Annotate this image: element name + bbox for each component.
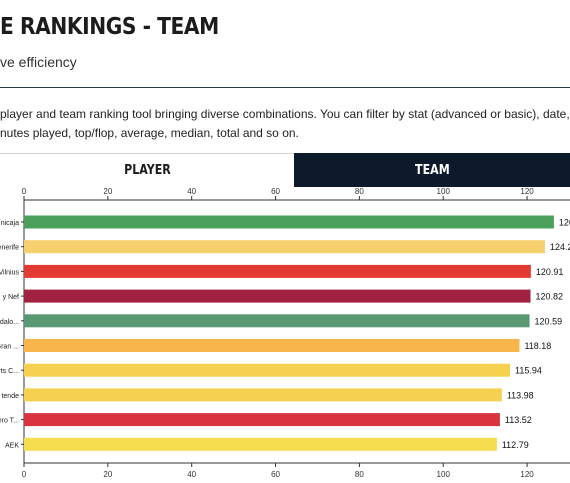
bar-value-label: 120.91 <box>536 267 564 277</box>
bar <box>24 264 531 278</box>
x-axis-top: 0 20 40 60 80 100 120 <box>22 187 570 201</box>
x-tick-label-bottom: 120 <box>520 470 534 479</box>
bar-value-label: 120.59 <box>535 316 563 326</box>
bar-value-label: 120.82 <box>536 292 564 302</box>
bars-group: nicaja 126. enerife 124.27 Vilnius 120.91 y Ne… <box>0 200 570 463</box>
category-label: tende <box>1 393 19 400</box>
category-label: enerife <box>0 245 19 252</box>
x-tick-label-top: 40 <box>187 187 196 196</box>
x-tick-label-top: 100 <box>437 187 451 196</box>
x-tick-label-bottom: 20 <box>103 470 112 479</box>
bar-value-label: 112.79 <box>502 440 529 450</box>
bar <box>24 289 531 303</box>
header-divider <box>0 87 570 88</box>
intro-text-line-2: nutes played, top/flop, average, median,… <box>0 126 299 140</box>
ranking-tabs: PLAYER TEAM <box>0 153 570 187</box>
x-tick-label-top: 20 <box>103 187 112 196</box>
category-label: rts C... <box>0 368 19 375</box>
category-label: nicaja <box>1 220 19 227</box>
bar <box>24 437 497 451</box>
team-ranking-bar-chart: 0 20 40 60 80 100 120 0 20 40 60 80 100 120 nicaja 12… <box>0 187 570 479</box>
bar <box>24 314 530 328</box>
tab-team[interactable]: TEAM <box>294 153 570 187</box>
bar <box>24 388 502 402</box>
x-tick-label-bottom: 100 <box>437 470 451 479</box>
x-tick-label-top: 120 <box>520 187 534 196</box>
bar <box>24 413 500 427</box>
tab-player[interactable]: PLAYER <box>0 153 294 187</box>
bar-value-label: 124.27 <box>550 242 570 252</box>
x-tick-label-bottom: 0 <box>22 470 27 479</box>
category-label: dalo... <box>0 319 19 326</box>
category-label: ero T... <box>0 418 19 425</box>
x-tick-label-bottom: 80 <box>355 470 364 479</box>
category-label: AEK <box>5 442 19 449</box>
bar <box>24 215 554 229</box>
category-label: Gran ... <box>0 344 19 351</box>
bar-value-label: 115.94 <box>515 366 542 376</box>
tab-player-label: PLAYER <box>123 163 171 178</box>
bar <box>24 363 511 377</box>
bar-value-label: 113.98 <box>507 390 534 400</box>
bar-value-label: 113.52 <box>505 415 532 425</box>
x-tick-label-top: 0 <box>22 187 27 196</box>
x-axis-bottom: 0 20 40 60 80 100 120 <box>22 462 570 479</box>
intro-text-line-1: player and team ranking tool bringing di… <box>0 107 570 121</box>
x-tick-label-top: 60 <box>271 187 280 196</box>
page-title: E RANKINGS - TEAM <box>0 14 219 40</box>
bar <box>24 240 545 254</box>
bar-value-label: 126. <box>559 218 570 228</box>
category-label: y Nef <box>3 294 19 301</box>
x-tick-label-bottom: 60 <box>271 470 280 479</box>
page-subtitle: ve efficiency <box>0 54 77 70</box>
x-tick-label-bottom: 40 <box>187 470 196 479</box>
tab-team-label: TEAM <box>414 162 450 178</box>
x-tick-label-top: 80 <box>355 187 364 196</box>
intro-text: player and team ranking tool bringing di… <box>0 105 570 143</box>
bar <box>24 339 520 352</box>
category-label: Vilnius <box>0 269 19 276</box>
bar-value-label: 118.18 <box>524 341 551 351</box>
